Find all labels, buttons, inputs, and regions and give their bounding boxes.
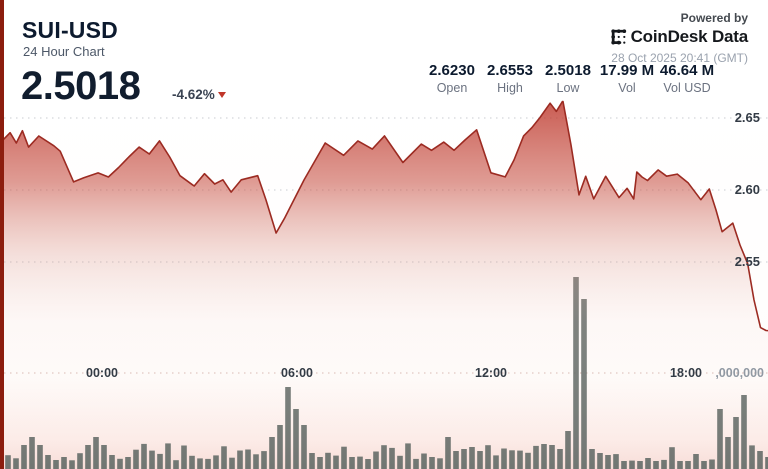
- svg-text:2.65: 2.65: [735, 110, 760, 125]
- svg-text:18:00: 18:00: [670, 366, 702, 380]
- svg-text:2.55: 2.55: [735, 254, 760, 269]
- svg-text:,000,000: ,000,000: [715, 366, 764, 380]
- svg-text:2.60: 2.60: [735, 182, 760, 197]
- svg-text:06:00: 06:00: [281, 366, 313, 380]
- svg-text:00:00: 00:00: [86, 366, 118, 380]
- svg-text:12:00: 12:00: [475, 366, 507, 380]
